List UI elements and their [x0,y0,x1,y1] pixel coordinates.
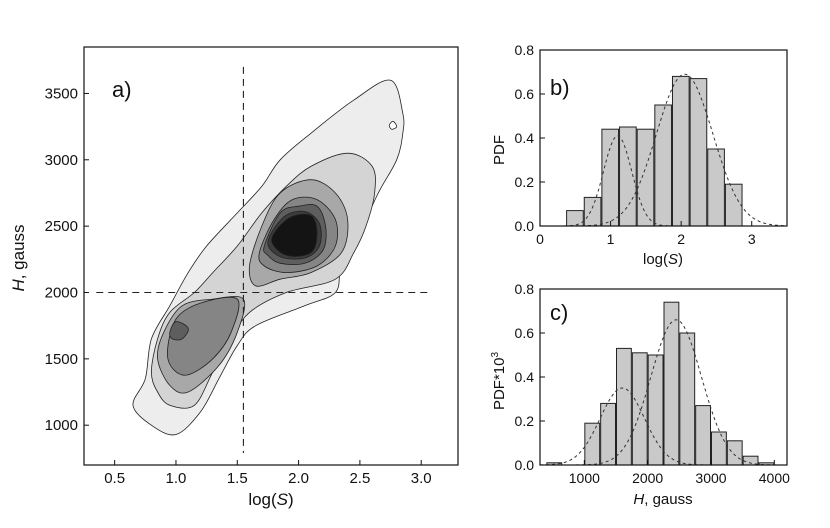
panel-a-ytick-label: 1500 [45,351,78,368]
panel-a-frame [83,46,459,466]
panel-c-bar [663,301,680,466]
panel-b-bar [566,210,584,227]
panel-b-bar [619,126,637,227]
panel-c-xtick-label: 3000 [695,470,726,486]
panel-c-xlabel: H, gauss [633,491,692,508]
panel-a-xtick-label: 1.5 [227,470,248,487]
panel-c-ytick-label: 0.6 [515,325,535,341]
panel-b-xtick-label: 2 [677,231,685,247]
panel-c-ytick-label: 0.0 [515,457,535,473]
panel-b-xtick-label: 3 [748,231,756,247]
contour-fills [132,79,405,436]
contour-level-5 [169,321,189,341]
panel-b-bar [671,75,690,227]
panel-c-gaussian-fit-1 [540,387,787,466]
panel-c-bar [679,332,696,466]
panel-c-bar [711,431,727,466]
panel-c-xtick-label: 1000 [569,470,600,486]
panel-c-bar [616,347,632,466]
panel-c-bar [695,405,712,466]
panel-a-ticks: 0.5 1.0 1.5 2.0 2.5 3.0 1000 1500 2000 2500 3000 35… [45,85,432,487]
panel-b-histogram: 0 1 2 3 0.0 0.2 0.4 0.6 0.8 b) log(S) PDF [491,42,788,268]
panel-a-ytick-label: 1000 [45,417,78,434]
panel-c-bar [600,402,617,466]
panel-b-label: b) [550,75,570,100]
panel-b-ytick-label: 0.4 [515,130,535,146]
reference-lines [96,66,428,454]
panel-a-ytick-label: 3500 [45,85,78,102]
panel-c-ytick-label: 0.2 [515,413,535,429]
panel-b-xtick-label: 0 [536,231,544,247]
panel-c-xtick-label: 2000 [632,470,663,486]
panel-b-xlabel: log(S) [643,251,683,268]
panel-c-xtick-label: 4000 [759,470,790,486]
panel-a-xlabel: log(S) [248,490,293,509]
panel-b-ytick-label: 0.6 [515,86,535,102]
panel-a-xtick-label: 1.0 [166,470,187,487]
panel-c-bar [726,440,743,466]
panel-c-bars [546,301,775,466]
panel-b-xtick-label: 1 [607,231,615,247]
panel-c-fit-curves [540,319,787,466]
panel-a-contour-plot: 0.5 1.0 1.5 2.0 2.5 3.0 1000 1500 2000 2500 3000 35… [9,46,459,509]
panel-c-histogram: 1000 2000 3000 4000 0.0 0.2 0.4 0.6 0.8 c) H, ga… [490,281,790,508]
panel-b-gaussian-fit-2 [540,73,788,227]
panel-b-bar [689,78,708,227]
contour-level-7 [271,213,318,257]
panel-a-xtick-label: 0.5 [104,470,125,487]
panel-c-label: c) [550,300,568,325]
panel-a-xtick-label: 3.0 [411,470,432,487]
panel-a-xtick-label: 2.5 [349,470,370,487]
panel-a-ytick-label: 2500 [45,218,78,235]
panel-b-ytick-label: 0.0 [515,218,535,234]
panel-b-ylabel: PDF [491,135,508,165]
panel-b-bar [601,128,620,227]
panel-b-bars [566,75,743,227]
panel-c-gaussian-fit-2 [540,319,787,466]
panel-c-ytick-label: 0.8 [515,281,535,297]
panel-b-ytick-label: 0.8 [515,42,535,58]
panel-b-ytick-label: 0.2 [515,174,535,190]
panel-a-ytick-label: 3000 [45,152,78,169]
panel-c-bar [647,354,664,466]
panel-b-bar [636,128,655,227]
panel-a-ytick-label: 2000 [45,284,78,301]
contour-level-8 [388,120,398,130]
panel-b-bar [654,104,672,227]
panel-a-label: a) [112,77,132,102]
panel-c-ylabel: PDF*103 [490,352,508,411]
contour-level-4 [166,296,240,376]
panel-b-bar [583,196,602,227]
panel-a-ylabel: H, gauss [9,224,28,291]
panel-b-bar [707,148,725,227]
panel-c-ticks: 1000 2000 3000 4000 0.0 0.2 0.4 0.6 0.8 [515,281,791,486]
panel-b-bar [724,183,743,227]
panel-a-xtick-label: 2.0 [288,470,309,487]
panel-c-ytick-label: 0.4 [515,369,535,385]
panel-b-ticks: 0 1 2 3 0.0 0.2 0.4 0.6 0.8 [515,42,756,247]
